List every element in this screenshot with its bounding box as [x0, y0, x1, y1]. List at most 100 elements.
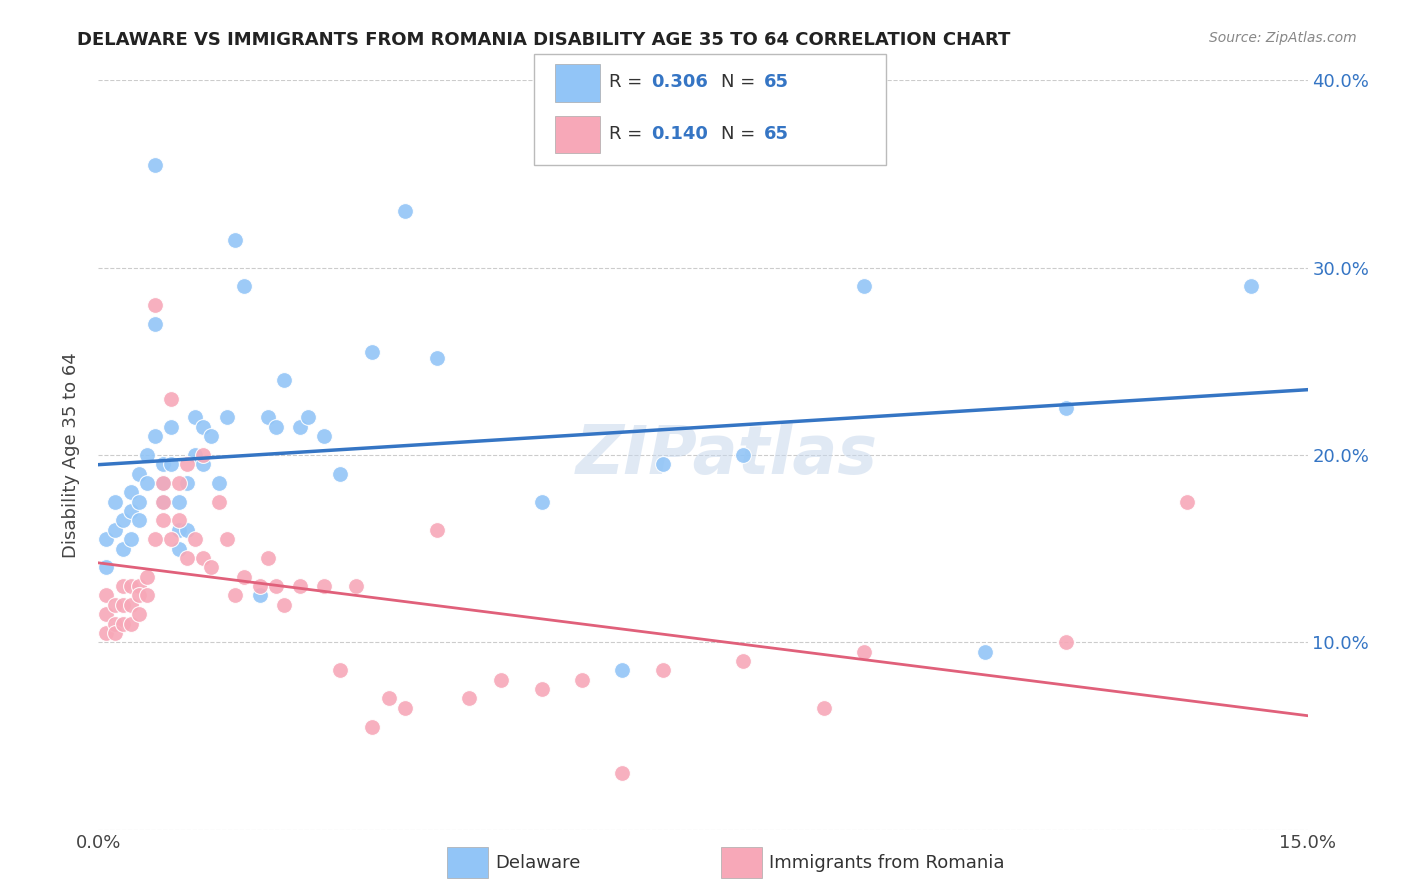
Point: [135, 570, 157, 584]
Point: [152, 457, 174, 471]
Point: [193, 457, 215, 471]
Point: [160, 457, 183, 471]
Point: [167, 514, 190, 528]
Point: [329, 664, 352, 678]
Text: N =: N =: [721, 73, 761, 91]
Point: [120, 598, 142, 612]
Point: [314, 429, 336, 443]
Point: [160, 532, 183, 546]
Point: [128, 579, 150, 593]
Text: Source: ZipAtlas.com: Source: ZipAtlas.com: [1209, 31, 1357, 45]
Point: [974, 644, 997, 658]
Point: [120, 616, 142, 631]
Point: [143, 298, 166, 312]
Point: [167, 523, 190, 537]
Point: [143, 317, 166, 331]
Point: [530, 682, 553, 697]
Point: [1054, 635, 1077, 649]
Point: [273, 373, 295, 387]
Point: [232, 279, 254, 293]
Point: [96, 532, 118, 546]
Point: [1175, 494, 1198, 508]
Point: [288, 420, 311, 434]
Text: Delaware: Delaware: [495, 854, 581, 871]
Point: [120, 579, 142, 593]
Point: [651, 664, 673, 678]
Point: [96, 607, 118, 621]
Point: [120, 504, 142, 518]
Point: [143, 532, 166, 546]
Point: [120, 485, 142, 500]
Point: [217, 410, 239, 425]
Point: [813, 701, 835, 715]
Point: [135, 448, 157, 462]
Point: [1054, 401, 1077, 416]
Point: [208, 494, 231, 508]
Point: [458, 691, 481, 706]
Point: [256, 410, 278, 425]
Point: [264, 579, 287, 593]
Point: [249, 579, 271, 593]
Point: [733, 654, 755, 668]
Point: [612, 664, 634, 678]
Point: [426, 351, 449, 365]
Point: [184, 448, 207, 462]
Point: [152, 494, 174, 508]
Point: [273, 598, 295, 612]
Point: [143, 429, 166, 443]
Point: [152, 514, 174, 528]
Point: [193, 551, 215, 566]
Text: R =: R =: [609, 125, 648, 143]
Point: [224, 232, 246, 246]
Point: [426, 523, 449, 537]
Text: Immigrants from Romania: Immigrants from Romania: [769, 854, 1004, 871]
Point: [208, 476, 231, 491]
Point: [232, 570, 254, 584]
Point: [491, 673, 513, 687]
Point: [394, 204, 416, 219]
Text: R =: R =: [609, 73, 648, 91]
Text: 0.306: 0.306: [651, 73, 707, 91]
Point: [111, 541, 134, 556]
Point: [103, 523, 125, 537]
Point: [264, 420, 287, 434]
Point: [135, 476, 157, 491]
Point: [160, 420, 183, 434]
Point: [128, 514, 150, 528]
Y-axis label: Disability Age 35 to 64: Disability Age 35 to 64: [62, 352, 80, 558]
Point: [128, 607, 150, 621]
Text: 65: 65: [763, 73, 789, 91]
Point: [571, 673, 593, 687]
Point: [249, 589, 271, 603]
Point: [167, 494, 190, 508]
Point: [111, 514, 134, 528]
Point: [103, 616, 125, 631]
Text: 0.140: 0.140: [651, 125, 707, 143]
Point: [853, 279, 876, 293]
Point: [96, 560, 118, 574]
Point: [152, 476, 174, 491]
Point: [111, 579, 134, 593]
Point: [224, 589, 246, 603]
Point: [1240, 279, 1263, 293]
Point: [111, 616, 134, 631]
Point: [256, 551, 278, 566]
Point: [152, 476, 174, 491]
Point: [612, 766, 634, 780]
Point: [167, 476, 190, 491]
Point: [135, 589, 157, 603]
Point: [200, 429, 222, 443]
Point: [96, 589, 118, 603]
Point: [377, 691, 399, 706]
Point: [314, 579, 336, 593]
Point: [143, 157, 166, 171]
Point: [329, 467, 352, 481]
Point: [120, 532, 142, 546]
Point: [96, 626, 118, 640]
Point: [128, 494, 150, 508]
Point: [103, 494, 125, 508]
Point: [152, 494, 174, 508]
Point: [288, 579, 311, 593]
Point: [200, 560, 222, 574]
Text: 65: 65: [763, 125, 789, 143]
